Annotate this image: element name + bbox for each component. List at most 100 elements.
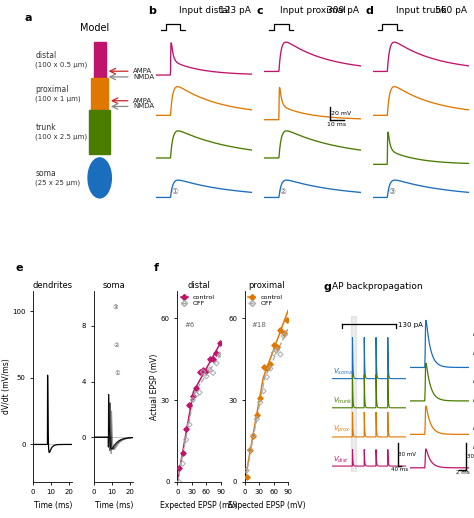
Point	[202, 372, 210, 380]
Y-axis label: Actual EPSP (mV): Actual EPSP (mV)	[150, 353, 159, 420]
Point	[243, 466, 250, 474]
Point	[246, 445, 254, 454]
Point	[266, 361, 274, 369]
Point	[192, 391, 200, 399]
Text: 130 pA: 130 pA	[398, 322, 423, 328]
Point	[273, 346, 281, 354]
Point	[179, 449, 186, 457]
Text: 30 mV: 30 mV	[467, 454, 474, 459]
Point	[283, 328, 291, 337]
Text: soma: soma	[36, 169, 56, 178]
Title: proximal: proximal	[248, 281, 285, 291]
X-axis label: Time (ms): Time (ms)	[94, 501, 133, 510]
Point	[210, 369, 217, 377]
Point	[260, 387, 267, 395]
Title: dendrites: dendrites	[33, 281, 73, 291]
Point	[206, 355, 213, 364]
Text: (100 x 2.5 μm): (100 x 2.5 μm)	[36, 134, 88, 140]
Point	[189, 396, 197, 404]
Text: Input trunk: Input trunk	[396, 6, 447, 16]
Text: ③: ③	[112, 305, 118, 310]
Title: distal: distal	[188, 281, 210, 291]
Point	[280, 329, 288, 337]
Point	[283, 316, 291, 324]
Point	[250, 431, 257, 439]
Text: a: a	[24, 13, 32, 23]
Text: c: c	[257, 6, 264, 17]
Point	[175, 478, 183, 486]
Text: (25 x 25 μm): (25 x 25 μm)	[36, 179, 81, 186]
Point	[256, 394, 264, 402]
Point	[243, 473, 250, 481]
Point	[175, 464, 183, 472]
Text: Input proximal: Input proximal	[280, 6, 346, 16]
Circle shape	[88, 158, 111, 198]
Text: $V_{dist}$: $V_{dist}$	[333, 454, 349, 465]
Y-axis label: dV/dt (mV/ms): dV/dt (mV/ms)	[1, 358, 10, 414]
Legend: control, OFF: control, OFF	[181, 294, 215, 306]
Text: d: d	[365, 6, 373, 17]
X-axis label: Time (ms): Time (ms)	[34, 501, 72, 510]
Text: 20 mV: 20 mV	[331, 111, 351, 116]
Text: AMPA: AMPA	[133, 68, 152, 74]
Point	[216, 351, 224, 359]
Text: f: f	[154, 263, 158, 272]
Point	[199, 368, 207, 376]
Text: distal: distal	[36, 51, 57, 60]
Bar	[93, 41, 106, 78]
Point	[216, 339, 224, 347]
Text: $V_{prox}$: $V_{prox}$	[333, 424, 351, 436]
Point	[246, 445, 254, 454]
Point	[186, 421, 193, 429]
Point	[213, 359, 220, 367]
Text: $I_{Na}$: $I_{Na}$	[472, 330, 474, 339]
Point	[253, 411, 261, 420]
Point	[186, 401, 193, 410]
Bar	[351, 316, 356, 472]
Text: $I_K$: $I_K$	[472, 396, 474, 405]
Bar	[91, 78, 108, 110]
Point	[182, 436, 190, 444]
Text: trunk: trunk	[36, 123, 56, 132]
Point	[202, 367, 210, 375]
Point	[196, 388, 203, 397]
Text: Input distal: Input distal	[179, 6, 230, 16]
Text: proximal: proximal	[36, 85, 69, 94]
X-axis label: Expected EPSP (mV): Expected EPSP (mV)	[228, 501, 305, 510]
Point	[273, 343, 281, 351]
Text: $V_{trunk}$: $V_{trunk}$	[333, 396, 353, 406]
Point	[210, 355, 217, 363]
Point	[189, 392, 197, 400]
Text: 40 ms: 40 ms	[391, 467, 408, 472]
Text: NMDA: NMDA	[133, 74, 154, 80]
Point	[206, 366, 213, 374]
Text: ③: ③	[388, 187, 395, 196]
Text: #6: #6	[184, 322, 194, 327]
Text: 2 ms: 2 ms	[456, 470, 469, 475]
Point	[182, 425, 190, 434]
Point	[179, 459, 186, 468]
Text: Model: Model	[80, 23, 109, 33]
Bar	[89, 110, 110, 154]
Point	[196, 368, 203, 376]
Text: 123 pA: 123 pA	[219, 6, 251, 16]
Point	[250, 432, 257, 440]
Text: 309 pA: 309 pA	[327, 6, 359, 16]
Text: #18: #18	[252, 322, 266, 327]
Point	[263, 364, 271, 372]
Text: $V_{soma}$: $V_{soma}$	[333, 367, 353, 377]
Text: AMPA: AMPA	[133, 98, 152, 104]
Text: ②: ②	[113, 343, 119, 348]
Point	[280, 332, 288, 340]
Point	[213, 349, 220, 357]
Text: $I_K$: $I_K$	[472, 443, 474, 452]
Text: $I_{Na}$: $I_{Na}$	[472, 424, 474, 433]
Point	[270, 341, 277, 349]
Point	[260, 363, 267, 371]
Point	[277, 326, 284, 334]
Text: 560 pA: 560 pA	[435, 6, 467, 16]
X-axis label: Expected EPSP (mV): Expected EPSP (mV)	[160, 501, 238, 510]
Text: ①: ①	[172, 187, 178, 196]
Point	[192, 384, 200, 392]
Point	[263, 373, 271, 381]
